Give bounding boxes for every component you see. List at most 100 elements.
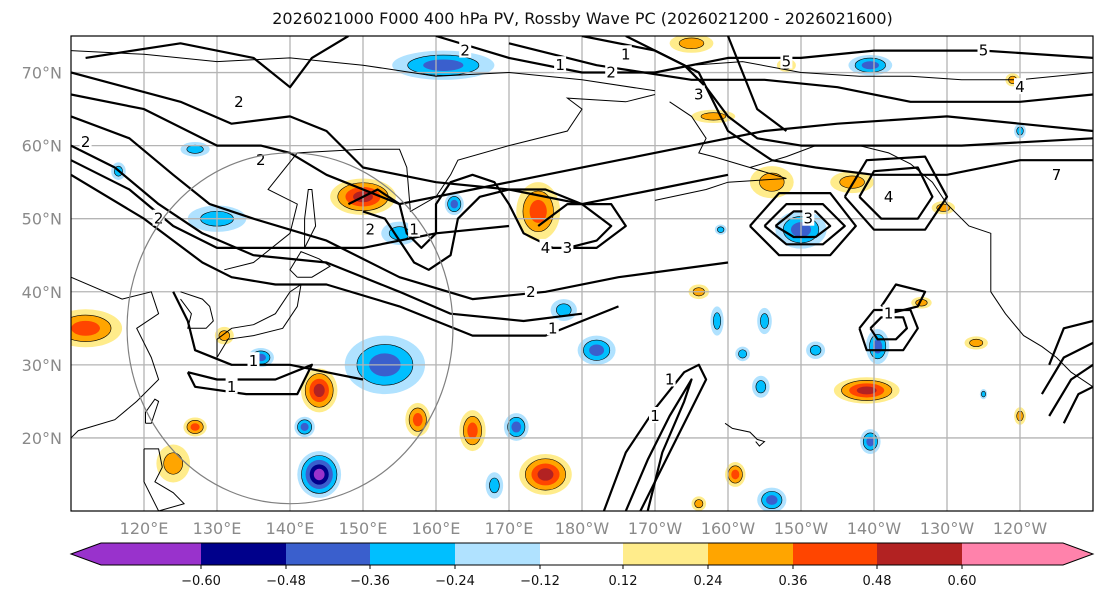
- positive-anomaly-blob: [669, 36, 714, 53]
- colorbar-bin: [877, 543, 962, 565]
- contour-label: 1: [227, 378, 237, 396]
- positive-anomaly-blob: [691, 496, 707, 511]
- lon-tick-label: 120°E: [120, 519, 169, 538]
- contour-label-bg: [152, 209, 165, 226]
- contour-label-bg: [364, 220, 377, 237]
- negative-anomaly-blob: [860, 429, 881, 455]
- anomaly-level-fill: [766, 495, 778, 505]
- lon-tick-label: 150°W: [774, 519, 829, 538]
- anomaly-level-fill: [969, 338, 984, 347]
- anomaly-level-fill: [713, 312, 722, 330]
- pv-contour-line: [362, 188, 613, 271]
- colorbar-tick-label: −0.12: [520, 574, 560, 589]
- colorbar-bin: [708, 543, 793, 565]
- contour-label-bg: [1014, 78, 1026, 95]
- contour-label: 3: [694, 85, 704, 103]
- negative-anomaly-blob: [444, 193, 464, 216]
- negative-anomaly-blob: [757, 487, 787, 511]
- contour-label: 1: [665, 370, 675, 388]
- lat-tick-label: 50°N: [22, 210, 62, 229]
- colorbar-tick-label: −0.60: [181, 574, 221, 589]
- coastline: [145, 398, 160, 424]
- pv-contour-line: [435, 36, 1093, 74]
- anomaly-level-fill: [809, 344, 822, 356]
- anomaly-level-fill: [489, 477, 500, 494]
- positive-anomaly-blob: [519, 454, 572, 495]
- colorbar-extend-max: [962, 543, 1093, 565]
- contour-label-bg: [605, 63, 618, 80]
- lon-tick-label: 160°W: [701, 519, 756, 538]
- lat-tick-label: 70°N: [22, 64, 62, 83]
- negative-anomaly-blob: [865, 329, 890, 365]
- anomaly-level-fill: [717, 226, 725, 233]
- colorbar-bin: [201, 543, 286, 565]
- pv-contour-line: [749, 192, 857, 257]
- anomaly-level-fill: [450, 199, 458, 209]
- contour-label: 2: [234, 93, 244, 111]
- anomaly-level-fill: [313, 468, 325, 481]
- chart-title: 2026021000 F000 400 hPa PV, Rossby Wave …: [272, 9, 893, 28]
- lat-tick-label: 60°N: [22, 137, 62, 156]
- negative-anomaly-blob: [979, 388, 988, 400]
- contour-label: 5: [782, 53, 792, 71]
- pv-contour-line: [71, 173, 619, 337]
- anomaly-level-fill: [755, 380, 767, 394]
- anomaly-level-fill: [529, 199, 547, 223]
- colorbar-bin: [623, 543, 708, 565]
- contour-label: 3: [804, 210, 814, 228]
- positive-anomaly-blob: [964, 336, 988, 350]
- coastline: [654, 101, 787, 201]
- anomaly-level-fill: [313, 383, 325, 398]
- anomaly-level-fill: [537, 468, 554, 481]
- contour-label-bg: [79, 132, 92, 149]
- colorbar-bin: [455, 543, 540, 565]
- coastline: [224, 94, 656, 271]
- contour-label-bg: [619, 45, 632, 62]
- pv-contour-line: [880, 283, 927, 315]
- negative-anomaly-blob: [294, 416, 315, 438]
- coastlines-layer: [71, 50, 1093, 511]
- contour-label-bg: [882, 187, 895, 204]
- lon-tick-label: 170°W: [628, 519, 683, 538]
- contour-label: 1: [249, 352, 259, 370]
- lon-tick-label: 160°E: [412, 519, 461, 538]
- range-circle-line: [126, 152, 454, 505]
- positive-anomaly-blob: [300, 368, 338, 413]
- colorbar-tick-label: 0.24: [694, 574, 723, 589]
- contour-label-bg: [254, 151, 267, 168]
- lon-tick-label: 130°W: [920, 519, 975, 538]
- anomaly-level-fill: [589, 344, 605, 356]
- contour-label-bg: [977, 41, 990, 58]
- lon-tick-label: 120°W: [993, 519, 1048, 538]
- negative-anomaly-blob: [848, 54, 893, 76]
- colorbar-bin: [793, 543, 877, 565]
- contour-label: 5: [979, 42, 989, 60]
- anomaly-level-fill: [861, 61, 879, 70]
- contour-label-bg: [663, 370, 676, 387]
- contour-label: 2: [256, 151, 266, 169]
- coastline: [216, 283, 302, 358]
- negative-anomaly-blob: [297, 451, 342, 498]
- contour-label: 2: [526, 283, 536, 301]
- pv-contour-line: [1048, 363, 1093, 417]
- positive-anomaly-blob: [405, 402, 431, 437]
- negative-anomaly-blob: [710, 306, 724, 336]
- positive-anomaly-blob: [749, 166, 794, 199]
- contour-label: 1: [555, 56, 565, 74]
- contour-label: 4: [884, 188, 894, 206]
- anomaly-level-fill: [163, 452, 183, 475]
- contour-label: 1: [548, 319, 558, 337]
- colorbar-bin: [286, 543, 370, 565]
- anomaly-level-fill: [218, 330, 230, 341]
- anomaly-level-fill: [759, 172, 785, 192]
- contour-label-bg: [459, 41, 472, 58]
- positive-anomaly-blob: [725, 462, 746, 487]
- contour-label-bg: [232, 92, 245, 109]
- negative-anomaly-blob: [757, 307, 772, 335]
- lon-tick-label: 150°E: [339, 519, 388, 538]
- positive-anomaly-blob: [156, 444, 190, 483]
- contour-label: 1: [884, 305, 894, 323]
- positive-anomaly-blob: [830, 171, 874, 194]
